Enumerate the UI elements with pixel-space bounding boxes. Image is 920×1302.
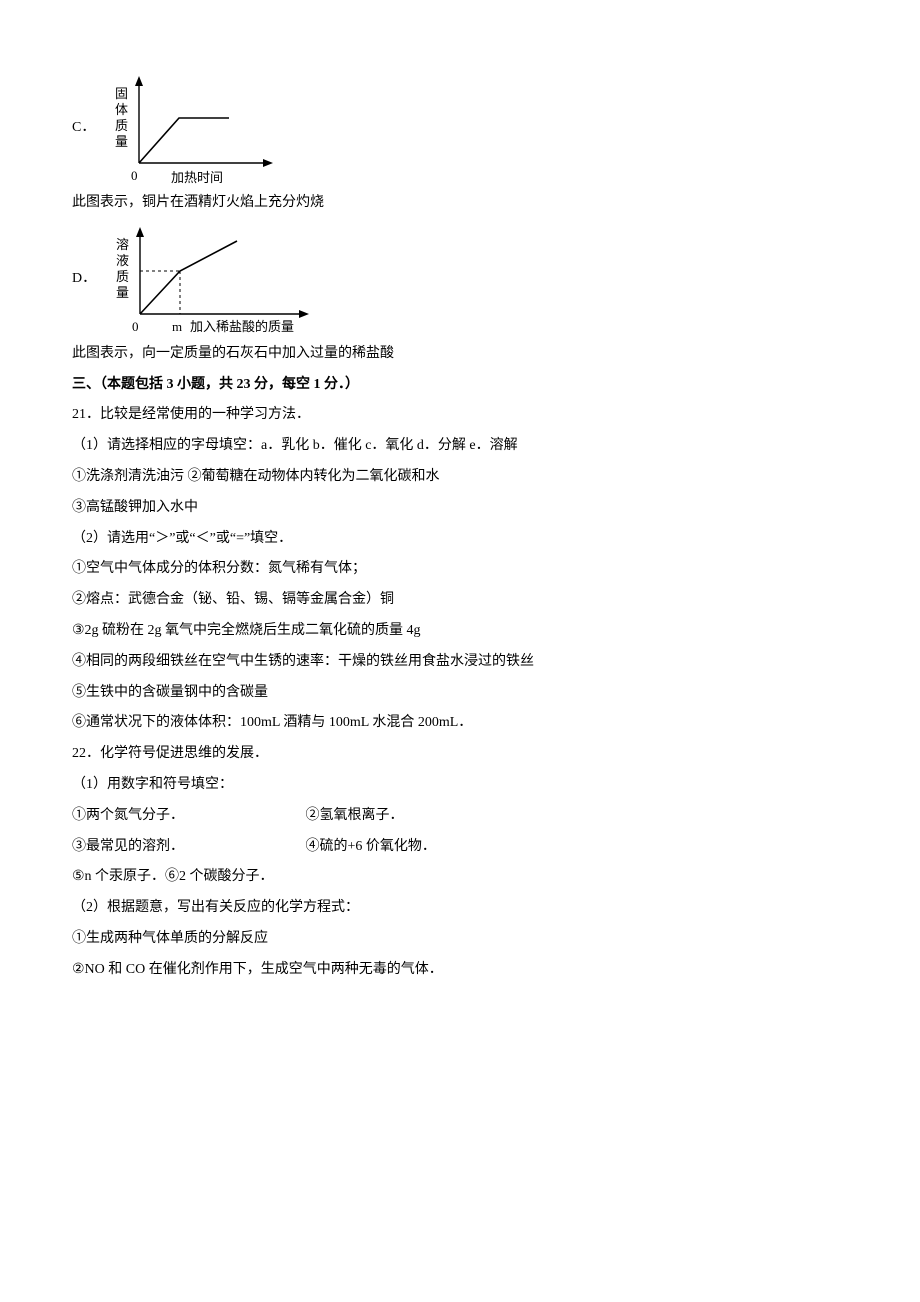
q22-r2b: ④硫的+6 价氧化物． [306, 839, 436, 854]
option-d-label: D． [72, 269, 96, 289]
graph-c-svg: 固 体 质 量 0 加热时间 [101, 68, 301, 188]
q22-p1: （1）用数字和符号填空： [72, 770, 848, 801]
graph-d-svg: 溶 液 质 量 0 m 加入稀盐酸的质量 [102, 219, 342, 339]
graph-c-xlabel: 加热时间 [171, 170, 223, 185]
graph-c-ylabel-4: 量 [115, 134, 128, 149]
q21-stem: 21．比较是经常使用的一种学习方法． [72, 400, 848, 431]
q21-j6: ⑥通常状况下的液体体积：100mL 酒精与 100mL 水混合 200mL． [72, 708, 848, 739]
graph-c-origin: 0 [131, 168, 138, 183]
q22-row2: ③最常见的溶剂． ④硫的+6 价氧化物． [72, 832, 848, 863]
section-3-heading: 三、（本题包括 3 小题，共 23 分，每空 1 分．） [72, 370, 848, 401]
graph-d-ylabel-1: 溶 [116, 237, 129, 252]
q21-j1: ①空气中气体成分的体积分数：氮气稀有气体； [72, 554, 848, 585]
graph-c-block: C． 固 体 质 量 0 加热时间 [72, 68, 848, 188]
q22-r1b: ②氢氧根离子． [306, 808, 404, 823]
q21-j4: ④相同的两段细铁丝在空气中生锈的速率：干燥的铁丝用食盐水浸过的铁丝 [72, 647, 848, 678]
graph-c-ylabel-1: 固 [115, 86, 128, 101]
graph-d-origin: 0 [132, 319, 139, 334]
q22-e2: ②NO 和 CO 在催化剂作用下，生成空气中两种无毒的气体． [72, 955, 848, 986]
graph-d-block: D． 溶 液 质 量 0 m 加入稀盐酸的质量 [72, 219, 848, 339]
option-c-label: C． [72, 118, 95, 138]
graph-d-ylabel-4: 量 [116, 285, 129, 300]
graph-d-desc: 此图表示，向一定质量的石灰石中加入过量的稀盐酸 [72, 339, 848, 370]
q21-i1: ①洗涤剂清洗油污 ②葡萄糖在动物体内转化为二氧化碳和水 [72, 462, 848, 493]
q21-p1: （1）请选择相应的字母填空：a．乳化 b．催化 c．氧化 d．分解 e．溶解 [72, 431, 848, 462]
graph-c-ylabel-3: 质 [115, 118, 128, 133]
q22-r3: ⑤n 个汞原子．⑥2 个碳酸分子． [72, 862, 848, 893]
q21-i3: ③高锰酸钾加入水中 [72, 493, 848, 524]
q21-j3: ③2g 硫粉在 2g 氧气中完全燃烧后生成二氧化硫的质量 4g [72, 616, 848, 647]
graph-d-ylabel-2: 液 [116, 253, 129, 268]
q22-p2: （2）根据题意，写出有关反应的化学方程式： [72, 893, 848, 924]
graph-c-ylabel-2: 体 [115, 102, 128, 117]
graph-c-desc: 此图表示，铜片在酒精灯火焰上充分灼烧 [72, 188, 848, 219]
q21-j2: ②熔点：武德合金（铋、铅、锡、镉等金属合金）铜 [72, 585, 848, 616]
q22-stem: 22．化学符号促进思维的发展． [72, 739, 848, 770]
q21-j5: ⑤生铁中的含碳量钢中的含碳量 [72, 678, 848, 709]
graph-d-xlabel: 加入稀盐酸的质量 [190, 319, 294, 334]
graph-d-ylabel-3: 质 [116, 269, 129, 284]
graph-d-m: m [172, 319, 182, 334]
q22-r2a: ③最常见的溶剂． [72, 832, 302, 863]
q22-r1a: ①两个氮气分子． [72, 801, 302, 832]
q22-e1: ①生成两种气体单质的分解反应 [72, 924, 848, 955]
q22-row1: ①两个氮气分子． ②氢氧根离子． [72, 801, 848, 832]
q21-p2: （2）请选用“＞”或“＜”或“=”填空． [72, 524, 848, 555]
